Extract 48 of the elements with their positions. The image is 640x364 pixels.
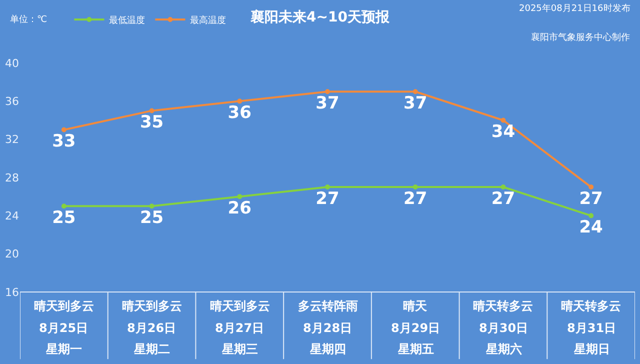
point [412, 89, 418, 94]
point [588, 184, 594, 190]
y-tick-label: 16 [5, 286, 19, 299]
y-tick-label: 32 [5, 133, 19, 146]
data-label: 27 [404, 188, 428, 209]
point [61, 127, 66, 132]
x-tick-label: 晴天到多云 8月25日星期一 [34, 299, 94, 356]
data-label: 37 [316, 94, 340, 114]
data-label: 36 [228, 103, 252, 124]
data-label: 24 [579, 218, 604, 238]
text: 单位：℃ [10, 14, 48, 25]
x-tick-label: 晴天转多云 8月30日星期六 [473, 299, 533, 356]
point [237, 194, 242, 200]
point [149, 204, 154, 209]
legend-label: 最低温度 [109, 15, 146, 26]
point [325, 89, 330, 94]
y-tick-label: 28 [5, 171, 19, 184]
data-label: 34 [491, 122, 516, 142]
y-tick-label: 40 [5, 56, 19, 70]
data-label: 26 [228, 198, 252, 218]
point [412, 184, 418, 190]
data-label: 33 [52, 132, 76, 152]
data-label: 27 [316, 188, 340, 209]
point [588, 213, 594, 218]
x-tick-label: 晴天到多云 8月26日星期二 [122, 299, 182, 356]
text: 2025年08月21日16时发布 [519, 3, 630, 14]
point [500, 184, 506, 190]
data-label: 35 [140, 112, 164, 133]
text: 襄阳市气象服务中心制作 [531, 32, 630, 43]
point [61, 204, 66, 209]
legend-label: 最高温度 [190, 15, 226, 26]
y-tick-label: 24 [5, 210, 19, 223]
x-tick-label: 晴天到多云 8月27日星期三 [210, 299, 270, 356]
data-label: 25 [52, 208, 76, 228]
point [237, 98, 242, 104]
x-tick-label: 晴天转多云 8月31日星期日 [561, 299, 621, 356]
chart-title: 襄阳未来4~10天预报 [250, 8, 390, 26]
data-label: 27 [491, 188, 516, 209]
x-tick-label: 晴天 8月29日星期五 [391, 299, 440, 356]
point [149, 108, 154, 114]
x-tick-label: 多云转阵雨 8月28日星期四 [298, 299, 358, 356]
y-tick-label: 20 [5, 248, 19, 261]
point [500, 118, 506, 123]
data-label: 27 [579, 188, 603, 209]
y-tick-label: 36 [5, 95, 19, 108]
data-label: 25 [140, 208, 164, 228]
data-label: 37 [404, 94, 428, 114]
point [325, 184, 330, 190]
